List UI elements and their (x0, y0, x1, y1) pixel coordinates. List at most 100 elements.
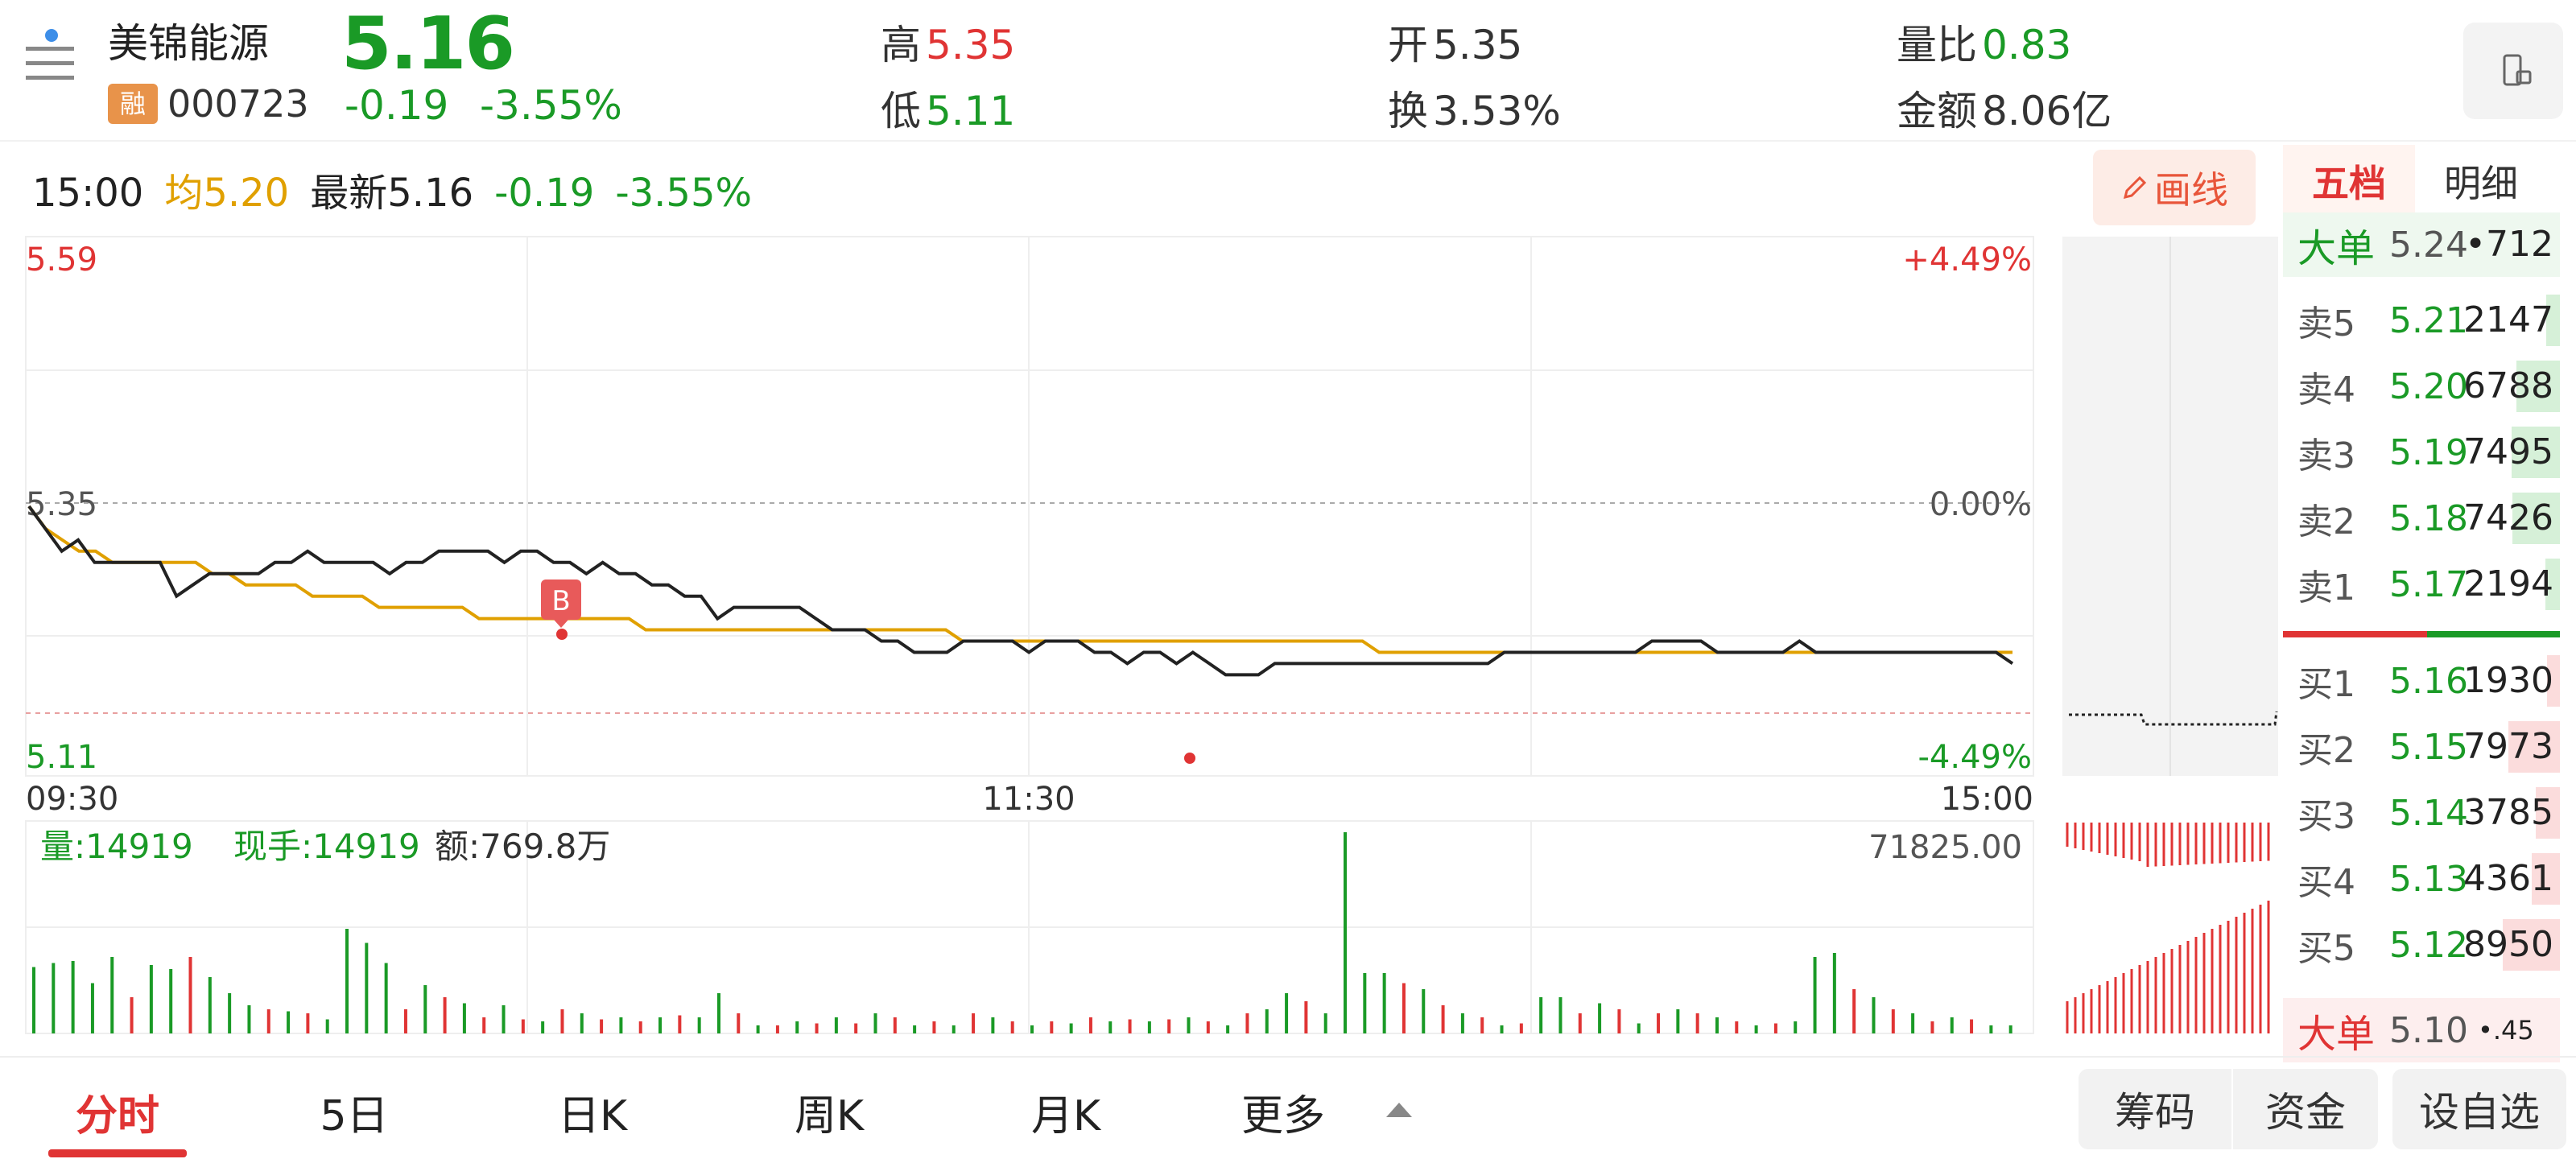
ask-row[interactable]: 卖2 5.18 7426 (2283, 486, 2560, 551)
big-buy-price: 5.10 (2389, 1009, 2468, 1051)
level-price: 5.15 (2389, 726, 2468, 768)
level-volume: 7426 (2463, 497, 2553, 538)
tab-more[interactable]: 更多 (1241, 1092, 1326, 1140)
level-label: 买5 (2297, 928, 2355, 969)
level-label: 卖5 (2297, 303, 2355, 344)
axis-price-top: 5.59 (26, 241, 97, 278)
axis-pct-mid: 0.00% (1930, 486, 2032, 523)
axis-time-start: 09:30 (26, 781, 118, 818)
stat-low: 低 5.11 (881, 88, 1016, 134)
level-volume-bar (2512, 493, 2560, 544)
add-to-watchlist-button[interactable]: 设自选 (2392, 1069, 2566, 1149)
draw-line-label: 画线 (2154, 168, 2228, 212)
big-sell-vol: •712 (2465, 224, 2553, 265)
axis-pct-top: +4.49% (1902, 241, 2032, 278)
level-price: 5.21 (2389, 299, 2468, 341)
menu-icon[interactable] (24, 29, 87, 97)
bid-row[interactable]: 买5 5.12 8950 (2283, 913, 2560, 977)
intraday-price-chart[interactable]: 5.59 5.35 5.11 +4.49% 0.00% -4.49% 09:30… (0, 225, 2061, 1038)
level-volume-bar (2502, 919, 2560, 971)
level-volume: 7973 (2463, 726, 2553, 767)
stock-name: 美锦能源 (108, 20, 269, 67)
level-volume: 8950 (2463, 924, 2553, 965)
price-grid (25, 236, 2034, 1034)
side-mini-chart (2062, 237, 2278, 1033)
bid-row[interactable]: 买2 5.15 7973 (2283, 715, 2560, 779)
ask-row[interactable]: 卖3 5.19 7495 (2283, 420, 2560, 485)
stat-low-value: 5.11 (926, 88, 1016, 134)
bid-row[interactable]: 买4 5.13 4361 (2283, 847, 2560, 911)
pencil-icon (2123, 175, 2147, 200)
tab-order-book[interactable]: 五档 (2283, 145, 2415, 217)
volume-label: 量:14919 (40, 827, 193, 866)
level-volume: 1930 (2463, 660, 2553, 701)
buy-point-dot (556, 629, 568, 640)
chart-info-row: 15:00 均5.20 最新5.16 -0.19 -3.55% (32, 161, 773, 217)
level-volume: 3785 (2463, 792, 2553, 833)
ask-row[interactable]: 卖1 5.17 2194 (2283, 552, 2560, 617)
chip-distribution-button[interactable]: 筹码 (2079, 1069, 2231, 1149)
level-label: 买4 (2297, 862, 2355, 903)
bid-ask-divider (2283, 631, 2560, 637)
level-price: 5.19 (2389, 431, 2468, 473)
info-avg: 均5.20 (164, 171, 290, 216)
stat-amount-value: 8.06亿 (1982, 88, 2112, 134)
stat-high-value: 5.35 (926, 22, 1016, 68)
level-label: 买1 (2297, 664, 2355, 705)
tab-weekly-k[interactable]: 周K (794, 1092, 865, 1140)
level-volume-bar (2545, 559, 2560, 610)
fund-flow-button[interactable]: 资金 (2233, 1069, 2378, 1149)
info-time: 15:00 (32, 171, 144, 216)
buy-marker[interactable]: B (541, 580, 581, 628)
big-sell-price: 5.24 (2389, 224, 2468, 266)
tab-trade-detail[interactable]: 明细 (2444, 162, 2518, 205)
buy-marker-label: B (551, 585, 570, 617)
level-price: 5.17 (2389, 563, 2468, 605)
bid-row[interactable]: 买3 5.14 3785 (2283, 781, 2560, 845)
tab-monthly-k[interactable]: 月K (1030, 1092, 1101, 1140)
ask-row[interactable]: 卖5 5.21 2147 (2283, 288, 2560, 353)
stat-turnover-value: 3.53% (1433, 88, 1561, 134)
side-volume-bars (2066, 823, 2270, 1033)
active-tab-underline (48, 1149, 187, 1157)
level-price: 5.18 (2389, 497, 2468, 539)
header-divider (0, 140, 2576, 142)
tab-daily-k[interactable]: 日K (557, 1092, 628, 1140)
stat-vol-ratio: 量比 0.83 (1897, 22, 2072, 68)
price-change-pct: -3.55% (480, 82, 622, 129)
level-volume: 2194 (2463, 563, 2553, 604)
level-volume: 2147 (2463, 299, 2553, 340)
tab-5day[interactable]: 5日 (320, 1092, 389, 1140)
amount-label: 额:769.8万 (435, 827, 610, 866)
level-volume-bar (2532, 853, 2560, 905)
level-volume-bar (2536, 787, 2560, 839)
bid-row[interactable]: 买1 5.16 1930 (2283, 649, 2560, 713)
low-point-dot (1184, 753, 1195, 764)
current-price: 5.16 (341, 2, 515, 86)
stat-vol-ratio-value: 0.83 (1982, 22, 2072, 68)
ask-row[interactable]: 卖4 5.20 6788 (2283, 354, 2560, 419)
level-price: 5.14 (2389, 792, 2468, 834)
volume-max-label: 71825.00 (1868, 829, 2022, 866)
axis-pct-bottom: -4.49% (1918, 739, 2032, 776)
level-label: 买3 (2297, 796, 2355, 837)
level-volume: 4361 (2463, 858, 2553, 899)
info-latest: 最新5.16 (310, 171, 474, 216)
stat-open: 开 5.35 (1388, 22, 1523, 68)
level-price: 5.13 (2389, 858, 2468, 900)
axis-time-mid: 11:30 (982, 781, 1075, 818)
level-label: 卖2 (2297, 501, 2355, 542)
level-price: 5.20 (2389, 365, 2468, 407)
margin-badge: 融 (108, 84, 158, 124)
caret-up-icon[interactable] (1385, 1099, 1414, 1119)
info-change: -0.19 (494, 171, 595, 216)
level-volume-bar (2547, 655, 2560, 707)
level-volume: 6788 (2463, 365, 2553, 406)
draw-line-button[interactable]: 画线 (2093, 150, 2256, 225)
landscape-toggle-button[interactable] (2463, 23, 2563, 119)
level-label: 卖3 (2297, 435, 2355, 476)
big-buy-row: 大单 5.10 •.45万 (2283, 998, 2560, 1110)
level-label: 买2 (2297, 730, 2355, 771)
axis-price-bottom: 5.11 (26, 739, 97, 776)
tab-intraday[interactable]: 分时 (75, 1092, 160, 1140)
